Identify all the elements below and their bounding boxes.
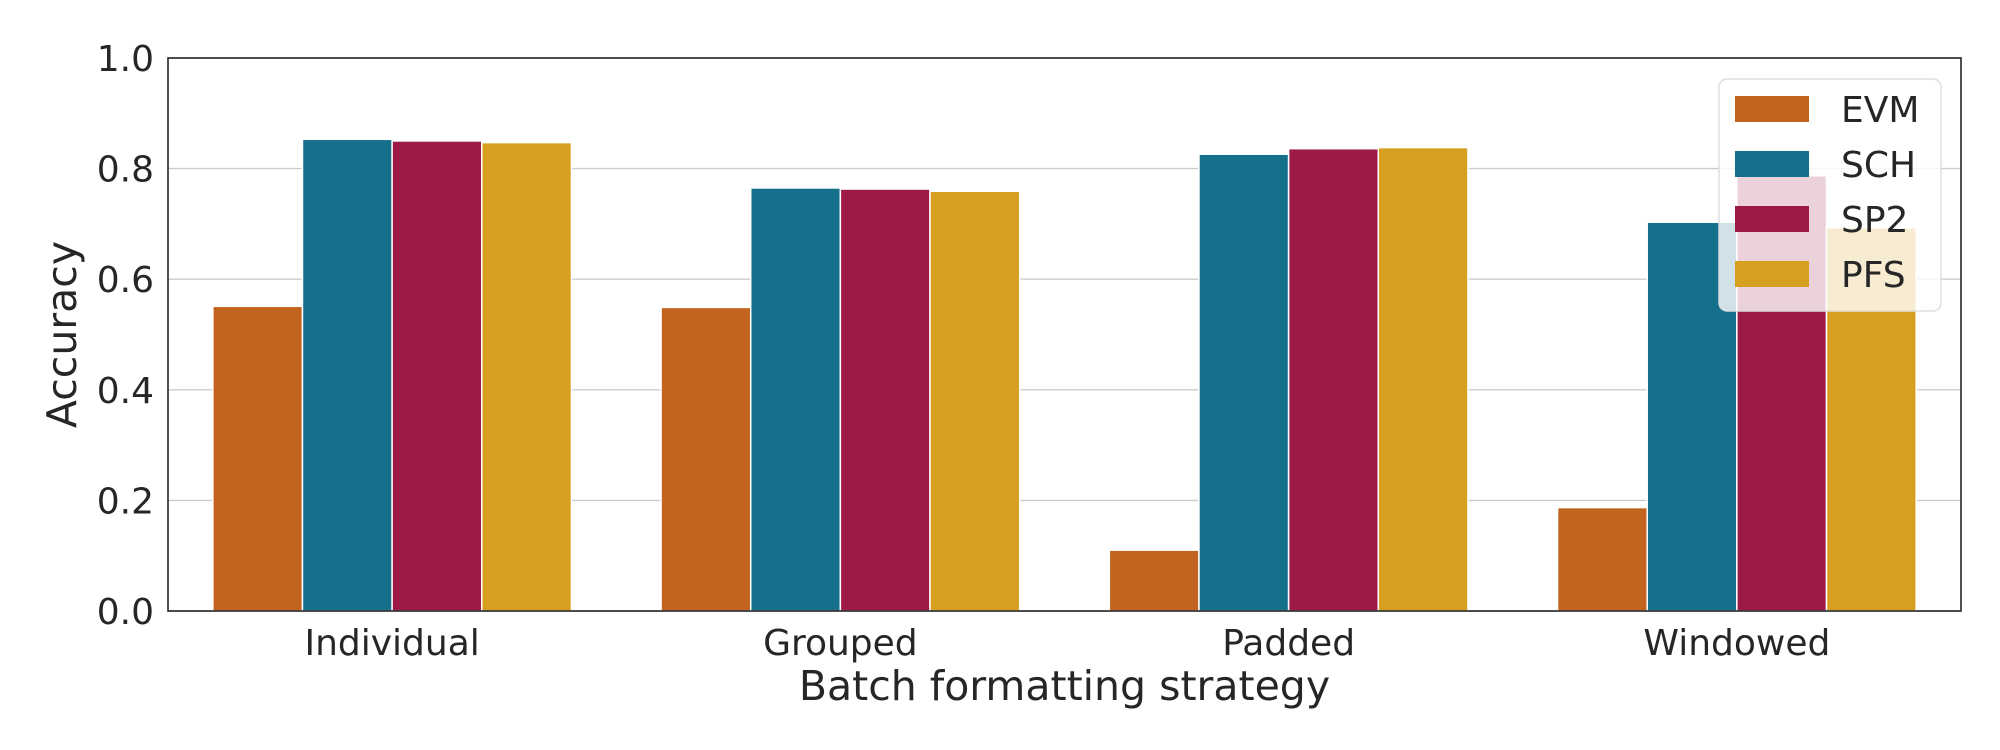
bar-pfs-grouped bbox=[929, 190, 1021, 612]
x-axis-label: Batch formatting strategy bbox=[799, 662, 1330, 710]
y-tick-label: 0.0 bbox=[97, 592, 154, 633]
bar-evm-padded bbox=[1108, 549, 1200, 612]
legend-swatch-sp2 bbox=[1735, 206, 1809, 232]
x-tick-labels: Individual Grouped Padded Windowed bbox=[304, 623, 1830, 664]
bar-sp2-padded bbox=[1287, 147, 1380, 612]
bar-sch-grouped bbox=[749, 187, 842, 612]
legend-label-sp2: SP2 bbox=[1841, 200, 1908, 241]
bar-pfs-individual bbox=[481, 141, 573, 612]
x-tick-label: Grouped bbox=[763, 623, 918, 664]
bar-sch-individual bbox=[301, 138, 393, 612]
x-tick-label: Individual bbox=[304, 623, 479, 664]
bars bbox=[212, 138, 1917, 612]
legend-label-sch: SCH bbox=[1841, 145, 1916, 186]
y-axis-label: Accuracy bbox=[38, 241, 86, 428]
plot-frame bbox=[167, 57, 1962, 612]
bar-pfs-padded bbox=[1377, 146, 1469, 612]
legend-swatch-pfs bbox=[1735, 261, 1809, 287]
y-tick-label: 0.8 bbox=[97, 150, 154, 191]
bar-evm-grouped bbox=[660, 306, 752, 612]
bar-sp2-grouped bbox=[839, 188, 931, 612]
x-tick-label: Padded bbox=[1222, 623, 1355, 664]
x-tick-label: Windowed bbox=[1643, 623, 1830, 664]
y-tick-labels: 0.0 0.2 0.4 0.6 0.8 1.0 bbox=[97, 39, 154, 633]
legend-swatch-sch bbox=[1735, 151, 1809, 177]
legend: EVM SCH SP2 PFS bbox=[1718, 78, 1942, 312]
y-tick-label: 0.6 bbox=[97, 260, 154, 301]
legend-label-pfs: PFS bbox=[1841, 255, 1906, 296]
y-tick-label: 0.4 bbox=[97, 371, 154, 412]
bar-sch-padded bbox=[1198, 153, 1290, 612]
legend-swatch-evm bbox=[1735, 96, 1809, 122]
y-tick-label: 1.0 bbox=[97, 39, 154, 80]
bar-sp2-individual bbox=[391, 140, 483, 612]
legend-label-evm: EVM bbox=[1841, 90, 1919, 131]
bar-evm-windowed bbox=[1556, 506, 1648, 612]
bar-evm-individual bbox=[212, 305, 304, 612]
legend-box bbox=[1718, 78, 1942, 312]
y-tick-label: 0.2 bbox=[97, 481, 154, 522]
